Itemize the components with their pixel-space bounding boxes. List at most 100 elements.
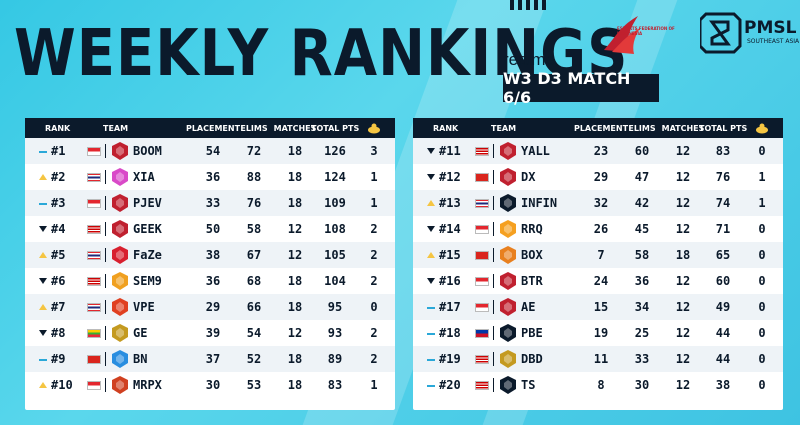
table-row: #6 SEM9 36 68 18 104 2 (25, 268, 395, 294)
total-points-value: 105 (324, 248, 346, 262)
rank-cell: #14 (427, 222, 477, 236)
trend-down-icon (39, 226, 47, 232)
divider (493, 352, 494, 366)
rank-value: #3 (51, 196, 66, 210)
thailand-flag-icon (87, 303, 101, 312)
matches-value: 12 (287, 222, 303, 236)
team-name: BN (133, 352, 148, 366)
chicken-dinners-value: 0 (758, 222, 766, 236)
elims-value: 88 (246, 170, 262, 184)
rank-cell: #8 (39, 326, 89, 340)
rank-value: #1 (51, 144, 66, 158)
pmsl-title: PMSL (744, 18, 797, 38)
divider (105, 222, 106, 236)
table-row: #10 MRPX 30 53 18 83 1 (25, 372, 395, 398)
matches-value: 18 (287, 378, 303, 392)
team-name: TS (521, 378, 536, 392)
divider (105, 300, 106, 314)
divider (105, 326, 106, 340)
elims-value: 45 (634, 222, 650, 236)
elims-value: 42 (634, 196, 650, 210)
divider (105, 144, 106, 158)
divider (493, 222, 494, 236)
total-points-value: 83 (327, 378, 343, 392)
table-row: #18 PBE 19 25 12 44 0 (413, 320, 783, 346)
total-points-value: 44 (715, 352, 731, 366)
rankings-table-left: RANK TEAM PLACEMENT ELIMS MATCHES TOTAL … (25, 118, 395, 410)
table-row: #13 INFIN 32 42 12 74 1 (413, 190, 783, 216)
table-row: #4 GEEK 50 58 12 108 2 (25, 216, 395, 242)
rank-cell: #20 (427, 378, 477, 392)
malaysia-flag-icon (475, 355, 489, 364)
matches-value: 12 (287, 248, 303, 262)
thailand-flag-icon (475, 199, 489, 208)
rank-value: #18 (439, 326, 461, 340)
placement-value: 36 (205, 170, 221, 184)
elims-value: 68 (246, 274, 262, 288)
chicken-dinners-value: 1 (758, 170, 766, 184)
matches-value: 18 (287, 300, 303, 314)
chicken-dinners-value: 0 (758, 300, 766, 314)
team-name: BTR (521, 274, 543, 288)
placement-value: 50 (205, 222, 221, 236)
elims-value: 47 (634, 170, 650, 184)
team-name: AE (521, 300, 536, 314)
column-rank: RANK (433, 124, 459, 133)
elims-value: 67 (246, 248, 262, 262)
chicken-dinners-value: 1 (370, 378, 378, 392)
team-name: DBD (521, 352, 543, 366)
elims-value: 60 (634, 144, 650, 158)
column-matches: MATCHES (273, 124, 317, 133)
rank-value: #14 (439, 222, 461, 236)
matches-value: 18 (675, 248, 691, 262)
trend-down-icon (39, 278, 47, 284)
team-name: XIA (133, 170, 155, 184)
team-name: GEEK (133, 222, 162, 236)
vietnam-flag-icon (87, 355, 101, 364)
rank-value: #7 (51, 300, 66, 314)
chicken-dinners-value: 2 (370, 352, 378, 366)
rank-value: #2 (51, 170, 66, 184)
elims-value: 53 (246, 378, 262, 392)
table-row: #1 BOOM 54 72 18 126 3 (25, 138, 395, 164)
matches-value: 18 (287, 274, 303, 288)
rank-cell: #18 (427, 326, 477, 340)
placement-value: 23 (593, 144, 609, 158)
elims-value: 58 (246, 222, 262, 236)
table-row: #17 AE 15 34 12 49 0 (413, 294, 783, 320)
placement-value: 7 (597, 248, 605, 262)
total-points-value: 109 (324, 196, 346, 210)
malaysia-flag-icon (475, 147, 489, 156)
pmsl-subtitle: SOUTHEAST ASIA (747, 38, 800, 45)
team-name: PBE (521, 326, 543, 340)
total-points-value: 38 (715, 378, 731, 392)
trend-up-icon (39, 252, 47, 258)
placement-value: 33 (205, 196, 221, 210)
chicken-icon (747, 122, 777, 136)
placement-value: 32 (593, 196, 609, 210)
trend-up-icon (427, 252, 435, 258)
trend-up-icon (39, 304, 47, 310)
column-total: TOTAL PTS (699, 124, 748, 133)
thailand-flag-icon (87, 251, 101, 260)
chicken-dinners-value: 2 (370, 274, 378, 288)
table-body: #1 BOOM 54 72 18 126 3 #2 XIA 36 (25, 138, 395, 398)
matches-value: 18 (287, 144, 303, 158)
trend-down-icon (427, 278, 435, 284)
trend-up-icon (39, 174, 47, 180)
rank-cell: #7 (39, 300, 89, 314)
elims-value: 25 (634, 326, 650, 340)
total-points-value: 65 (715, 248, 731, 262)
table-row: #20 TS 8 30 12 38 0 (413, 372, 783, 398)
team-name: MRPX (133, 378, 162, 392)
rank-cell: #5 (39, 248, 89, 262)
indonesia-flag-icon (475, 225, 489, 234)
trend-down-icon (427, 174, 435, 180)
total-points-value: 71 (715, 222, 731, 236)
placement-value: 26 (593, 222, 609, 236)
total-points-value: 124 (324, 170, 346, 184)
team-logo-icon (498, 297, 518, 317)
rank-cell: #9 (39, 352, 89, 366)
team-logo-icon (110, 375, 130, 395)
federation-text: ESPORTS FEDERATION OF INDONESIA (617, 26, 675, 36)
